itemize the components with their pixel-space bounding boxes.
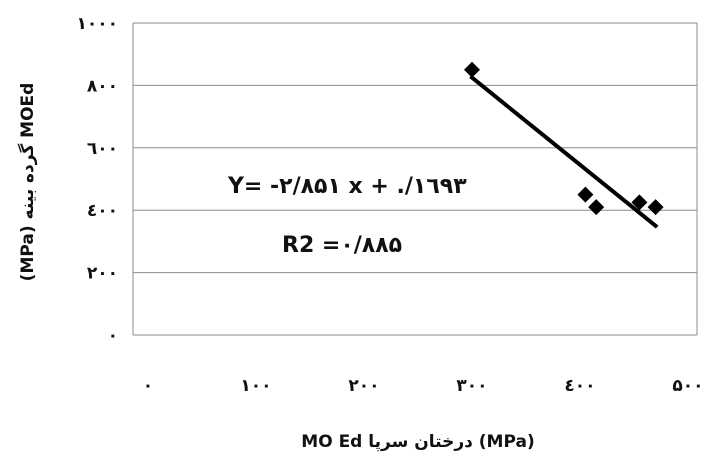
data-point (647, 199, 664, 216)
trendline (469, 74, 659, 229)
y-tick-label: ۸۰۰ (87, 76, 118, 96)
x-tick-labels: ۰ ۱۰۰ ۲۰۰ ۳۰۰ ٤۰۰ ۵۰۰ (143, 376, 704, 396)
data-point (464, 61, 480, 78)
x-tick-label: ۰ (143, 376, 153, 396)
x-tick-label: ٤۰۰ (564, 376, 595, 396)
data-points (464, 61, 664, 216)
y-tick-label: ۰ (108, 326, 118, 346)
y-tick-label: ۲۰۰ (87, 264, 118, 284)
x-axis-title: MO Ed درختان سرپا (MPa) (301, 432, 534, 452)
data-point (631, 194, 648, 211)
r-squared-label: R2 =۰/۸۸۵ (282, 233, 402, 258)
y-tick-labels: ۰ ۲۰۰ ٤۰۰ ٦۰۰ ۸۰۰ ۱۰۰۰ (76, 14, 118, 346)
x-tick-label: ۳۰۰ (456, 376, 487, 396)
x-tick-label: ۵۰۰ (672, 376, 703, 396)
data-point (577, 186, 594, 203)
x-tick-label: ۲۰۰ (348, 376, 379, 396)
gridlines (133, 22, 697, 336)
y-tick-label: ٦۰۰ (87, 139, 118, 159)
y-axis-title: (MPa) گرده بینه MOEd (17, 83, 38, 282)
data-point (588, 199, 605, 216)
regression-equation: Y= -۲/۸۵۱ x + ./۱٦۹۳ (227, 174, 467, 199)
y-tick-label: ۱۰۰۰ (76, 14, 118, 34)
x-tick-label: ۱۰۰ (240, 376, 271, 396)
y-tick-label: ٤۰۰ (87, 201, 118, 221)
